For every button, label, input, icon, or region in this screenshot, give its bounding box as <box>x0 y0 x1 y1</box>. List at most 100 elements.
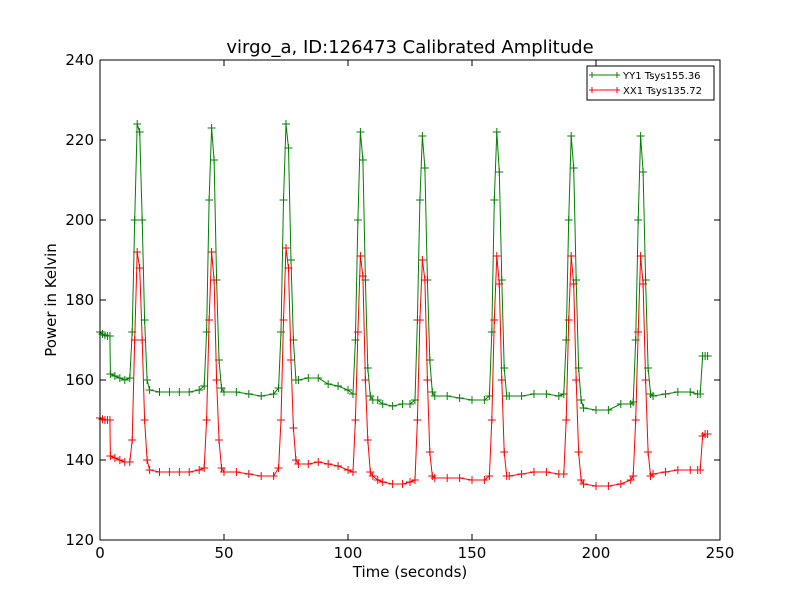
data-point <box>277 328 286 336</box>
data-point <box>140 416 149 424</box>
data-point <box>294 460 303 468</box>
data-point <box>274 464 283 472</box>
data-point <box>430 474 439 482</box>
data-point <box>423 376 432 384</box>
data-point <box>703 430 712 438</box>
data-point <box>490 196 499 204</box>
data-point <box>579 480 588 488</box>
data-point <box>220 468 228 476</box>
data-point <box>356 252 365 260</box>
data-point <box>133 120 142 128</box>
y-tick-label: 120 <box>65 531 94 549</box>
data-point <box>592 482 600 490</box>
data-point <box>415 196 424 204</box>
data-point <box>418 132 427 140</box>
data-point <box>289 424 298 432</box>
data-point <box>120 376 129 384</box>
data-point <box>106 452 115 460</box>
data-point <box>294 376 303 384</box>
legend-item: YY1 Tsys155.36 <box>589 71 701 82</box>
data-point <box>282 120 290 128</box>
data-point <box>165 468 174 476</box>
data-point <box>388 480 397 488</box>
data-point <box>284 144 293 152</box>
data-point <box>495 168 504 176</box>
data-point <box>304 374 313 382</box>
data-point <box>574 448 583 456</box>
data-point <box>604 482 613 490</box>
data-point <box>406 400 414 408</box>
data-point <box>348 468 357 476</box>
data-point <box>592 406 600 414</box>
legend-label: XX1 Tsys135.72 <box>623 86 702 97</box>
data-point <box>604 406 613 414</box>
data-point <box>569 280 578 288</box>
x-axis-label: Time (seconds) <box>352 563 468 581</box>
data-point <box>636 252 645 260</box>
data-point <box>145 466 154 474</box>
data-point <box>205 316 214 324</box>
data-point <box>110 454 119 462</box>
plot-area <box>96 120 712 490</box>
data-point <box>373 476 382 484</box>
data-point <box>106 370 115 378</box>
data-point <box>244 390 253 398</box>
data-point <box>673 388 682 396</box>
data-point <box>430 392 439 400</box>
y-tick-label: 140 <box>65 451 94 469</box>
data-point <box>495 280 504 288</box>
data-point <box>304 460 313 468</box>
data-point <box>274 384 283 392</box>
data-point <box>257 392 266 400</box>
data-point <box>138 216 147 224</box>
data-point <box>282 244 290 252</box>
data-point <box>353 328 362 336</box>
data-point <box>232 468 241 476</box>
data-point <box>530 468 538 476</box>
data-point <box>353 216 362 224</box>
legend-marker <box>614 72 620 78</box>
data-point <box>480 476 489 484</box>
data-point <box>220 388 228 396</box>
data-point <box>348 390 357 398</box>
data-point <box>644 448 653 456</box>
legend-marker <box>589 72 595 78</box>
data-point <box>378 400 387 408</box>
x-tick-label: 50 <box>214 544 233 562</box>
legend-label: YY1 Tsys155.36 <box>622 71 701 82</box>
data-point <box>530 390 538 398</box>
data-point <box>559 470 568 478</box>
y-axis-label: Power in Kelvin <box>42 243 60 357</box>
data-point <box>661 390 670 398</box>
data-point <box>185 468 194 476</box>
data-point <box>324 460 333 468</box>
data-point <box>165 388 174 396</box>
data-point <box>398 400 407 408</box>
data-point <box>579 404 588 412</box>
axis-ticks: 0 50 100 150 200 250 120 140 160 180 200 220 240 <box>65 51 734 562</box>
data-point <box>406 478 414 486</box>
data-point <box>351 416 360 424</box>
data-point <box>567 252 576 260</box>
data-point <box>696 466 705 474</box>
data-point <box>616 480 625 488</box>
data-point <box>629 472 638 480</box>
data-point <box>358 272 367 280</box>
chart-title: virgo_a, ID:126473 Calibrated Amplitude <box>226 37 593 58</box>
data-point <box>420 164 429 172</box>
data-point <box>485 472 494 480</box>
data-point <box>492 252 501 260</box>
data-point <box>373 396 382 404</box>
series-1 <box>96 120 712 414</box>
data-point <box>284 264 293 272</box>
data-point <box>244 470 253 478</box>
data-point <box>130 216 139 224</box>
data-point <box>455 394 464 402</box>
data-point <box>468 396 476 404</box>
data-point <box>378 478 387 486</box>
data-point <box>649 470 658 478</box>
data-point <box>358 156 367 164</box>
data-point <box>202 416 211 424</box>
x-tick-label: 200 <box>582 544 611 562</box>
data-point <box>334 382 343 390</box>
